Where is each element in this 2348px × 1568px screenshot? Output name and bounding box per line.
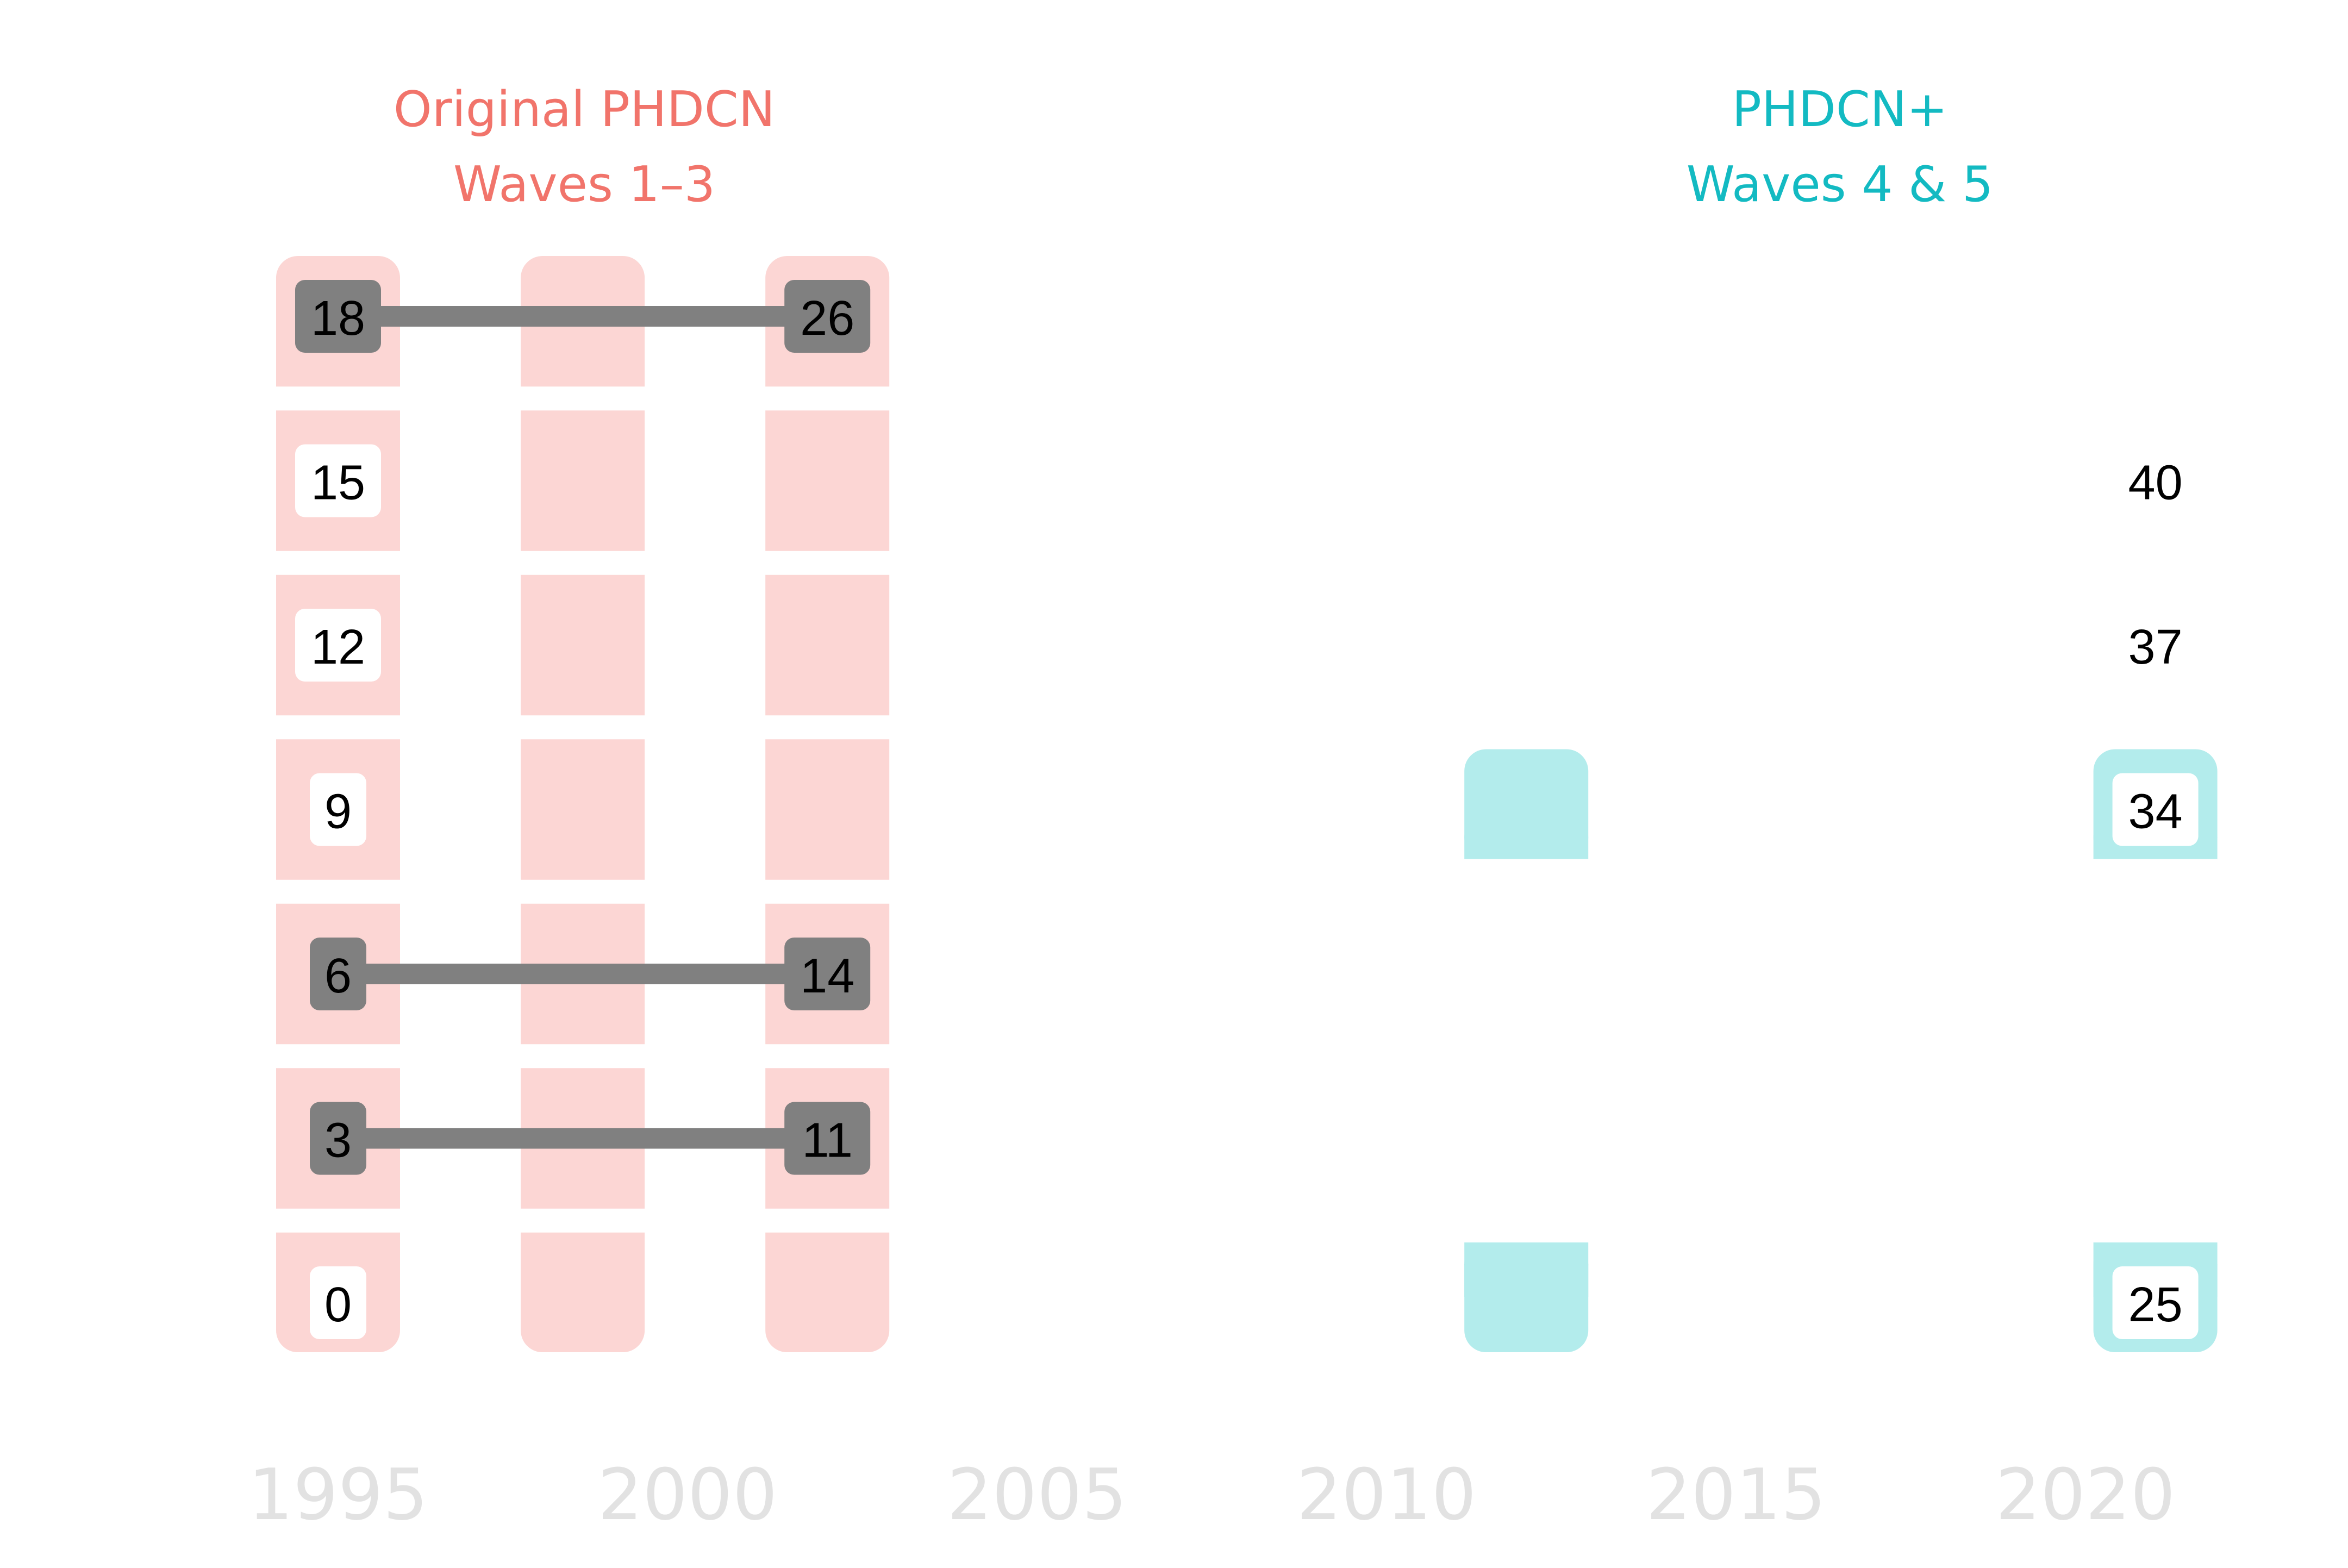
age-label-box: [2112, 773, 2199, 846]
band-separator: [275, 879, 401, 904]
original-title-line2: Waves 1–3: [453, 156, 715, 213]
band-separator: [764, 879, 891, 904]
band-gap: [1463, 859, 1590, 1242]
band-separator: [520, 551, 646, 575]
age-label: 9: [310, 773, 366, 846]
wave-bands: [275, 256, 2219, 1352]
age-label: 14: [784, 938, 871, 1010]
band-fill: [1464, 1264, 1589, 1297]
age-label-box: [2112, 609, 2199, 682]
band-gap: [2092, 859, 2219, 1242]
band-separator: [764, 1044, 891, 1069]
band-separator: [275, 1208, 401, 1233]
age-label: 6: [310, 938, 366, 1010]
age-label-text: 34: [2128, 785, 2183, 839]
age-labels: 18 15 12 9 6 3 0 26 14 11 40 37 34 25: [295, 280, 2199, 1339]
age-label: 11: [784, 1102, 871, 1175]
age-label-text: 26: [800, 291, 854, 346]
age-label-text: 14: [800, 949, 854, 1003]
age-label: 3: [310, 1102, 366, 1175]
band-separator: [520, 715, 646, 740]
band-cap: [1464, 815, 1589, 859]
age-label-text: 12: [311, 620, 365, 674]
cohort-links: [338, 306, 828, 1149]
plus-title-line1: PHDCN+: [1732, 81, 1948, 138]
year-label-2000: 2000: [598, 1453, 778, 1536]
band-separator: [764, 551, 891, 575]
age-label-box: [295, 280, 381, 353]
age-label-box: [295, 609, 381, 682]
age-label-box: [310, 1102, 366, 1175]
band-separator: [275, 551, 401, 575]
age-label-text: 3: [324, 1114, 352, 1168]
age-label-box: [2112, 444, 2199, 517]
age-label-box: [784, 938, 871, 1010]
age-label-box: [2112, 1266, 2199, 1339]
age-label-text: 6: [324, 949, 352, 1003]
age-label: 18: [295, 280, 381, 353]
age-label-box: [310, 938, 366, 1010]
band-separator: [520, 386, 646, 411]
age-label: 34: [2112, 773, 2199, 846]
age-label: 37: [2112, 609, 2199, 682]
band-separator: [275, 386, 401, 411]
age-label: 15: [295, 444, 381, 517]
age-label: 0: [310, 1266, 366, 1339]
year-label-2020: 2020: [1996, 1453, 2176, 1536]
age-label-box: [310, 773, 366, 846]
band-separator: [520, 1208, 646, 1233]
age-label-text: 0: [324, 1278, 352, 1332]
age-label-text: 15: [311, 456, 365, 510]
band-separator: [520, 879, 646, 904]
year-label-1995: 1995: [248, 1453, 428, 1536]
band-separator: [764, 386, 891, 411]
age-label: 12: [295, 609, 381, 682]
age-label-text: 40: [2128, 456, 2183, 510]
age-label-text: 18: [311, 291, 365, 346]
band-separator: [275, 715, 401, 740]
age-label-box: [310, 1266, 366, 1339]
age-label-text: 9: [324, 785, 352, 839]
age-label-text: 25: [2128, 1278, 2183, 1332]
year-label-2015: 2015: [1646, 1453, 1826, 1536]
age-label-box: [784, 1102, 871, 1175]
age-label-box: [784, 280, 871, 353]
age-label: 25: [2112, 1266, 2199, 1339]
band-separator: [764, 715, 891, 740]
age-label-text: 37: [2128, 620, 2183, 674]
band-separator: [520, 1044, 646, 1069]
age-label-box: [295, 444, 381, 517]
age-label: 40: [2112, 444, 2199, 517]
year-label-2005: 2005: [947, 1453, 1127, 1536]
band-separator: [275, 1044, 401, 1069]
age-label: 26: [784, 280, 871, 353]
original-title-line1: Original PHDCN: [394, 81, 775, 138]
wave-band: [521, 256, 645, 1352]
plus-title-line2: Waves 4 & 5: [1687, 156, 1993, 213]
age-label-text: 11: [802, 1114, 852, 1168]
band-separator: [764, 1208, 891, 1233]
wave-band: [765, 256, 890, 1352]
year-label-2010: 2010: [1297, 1453, 1477, 1536]
